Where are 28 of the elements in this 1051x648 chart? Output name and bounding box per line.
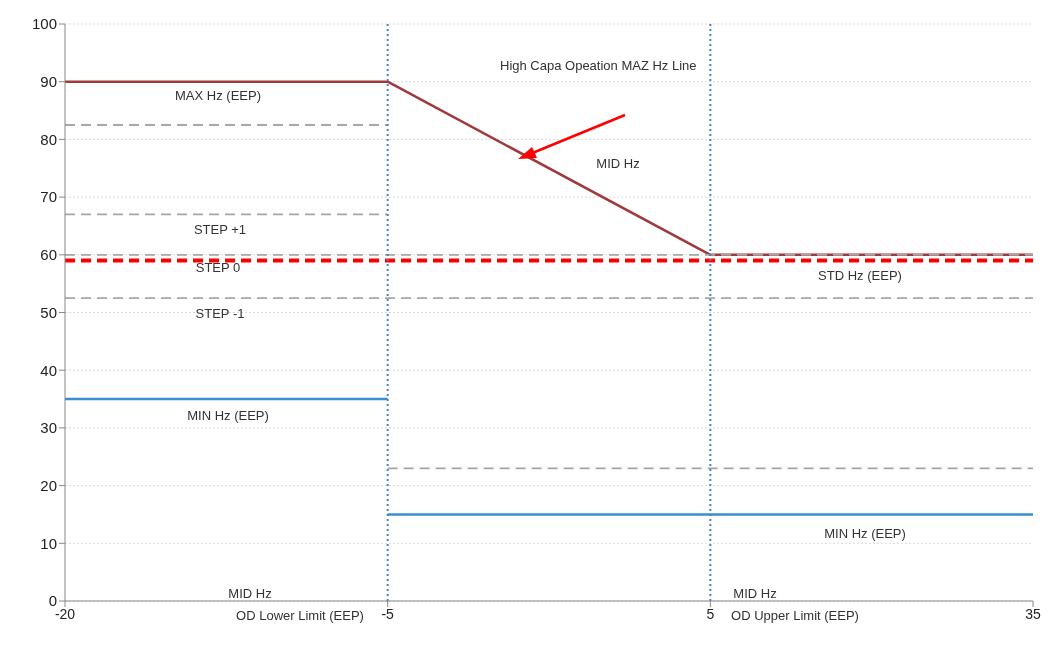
annotation: MID Hz <box>228 586 272 601</box>
annotation: MID Hz <box>596 156 640 171</box>
y-tick-label: 100 <box>31 15 57 33</box>
y-tick-label: 40 <box>40 361 57 379</box>
annotation: High Capa Opeation MAZ Hz Line <box>500 58 697 73</box>
y-tick-label: 0 <box>48 592 57 610</box>
y-tick-label: 10 <box>40 534 57 552</box>
y-tick-label: 60 <box>40 246 57 264</box>
annotation: STEP 0 <box>195 260 241 275</box>
y-tick-label: 30 <box>40 419 57 437</box>
annotation: MAX Hz (EEP) <box>175 88 261 103</box>
annotation: MIN Hz (EEP) <box>187 408 269 423</box>
annotation: MID Hz <box>733 586 777 601</box>
y-tick-label: 70 <box>40 188 57 206</box>
y-tick-label: 20 <box>40 476 57 494</box>
text: OD Upper Limit (EEP) <box>731 608 859 623</box>
x-tick-label: 5 <box>706 605 715 622</box>
annotation: STEP +1 <box>193 222 247 237</box>
x-tick-label: 35 <box>1025 605 1041 622</box>
y-tick-label: 90 <box>40 73 57 91</box>
x-tick-label: -20 <box>54 605 76 622</box>
annotation: MIN Hz (EEP) <box>824 526 906 541</box>
annotation: STEP -1 <box>195 306 245 321</box>
y-tick-label: 80 <box>40 130 57 148</box>
x-tick-label: -5 <box>381 605 395 622</box>
annotation: STD Hz (EEP) <box>818 268 902 283</box>
text: OD Lower Limit (EEP) <box>236 608 364 623</box>
y-tick-label: 50 <box>40 303 57 321</box>
